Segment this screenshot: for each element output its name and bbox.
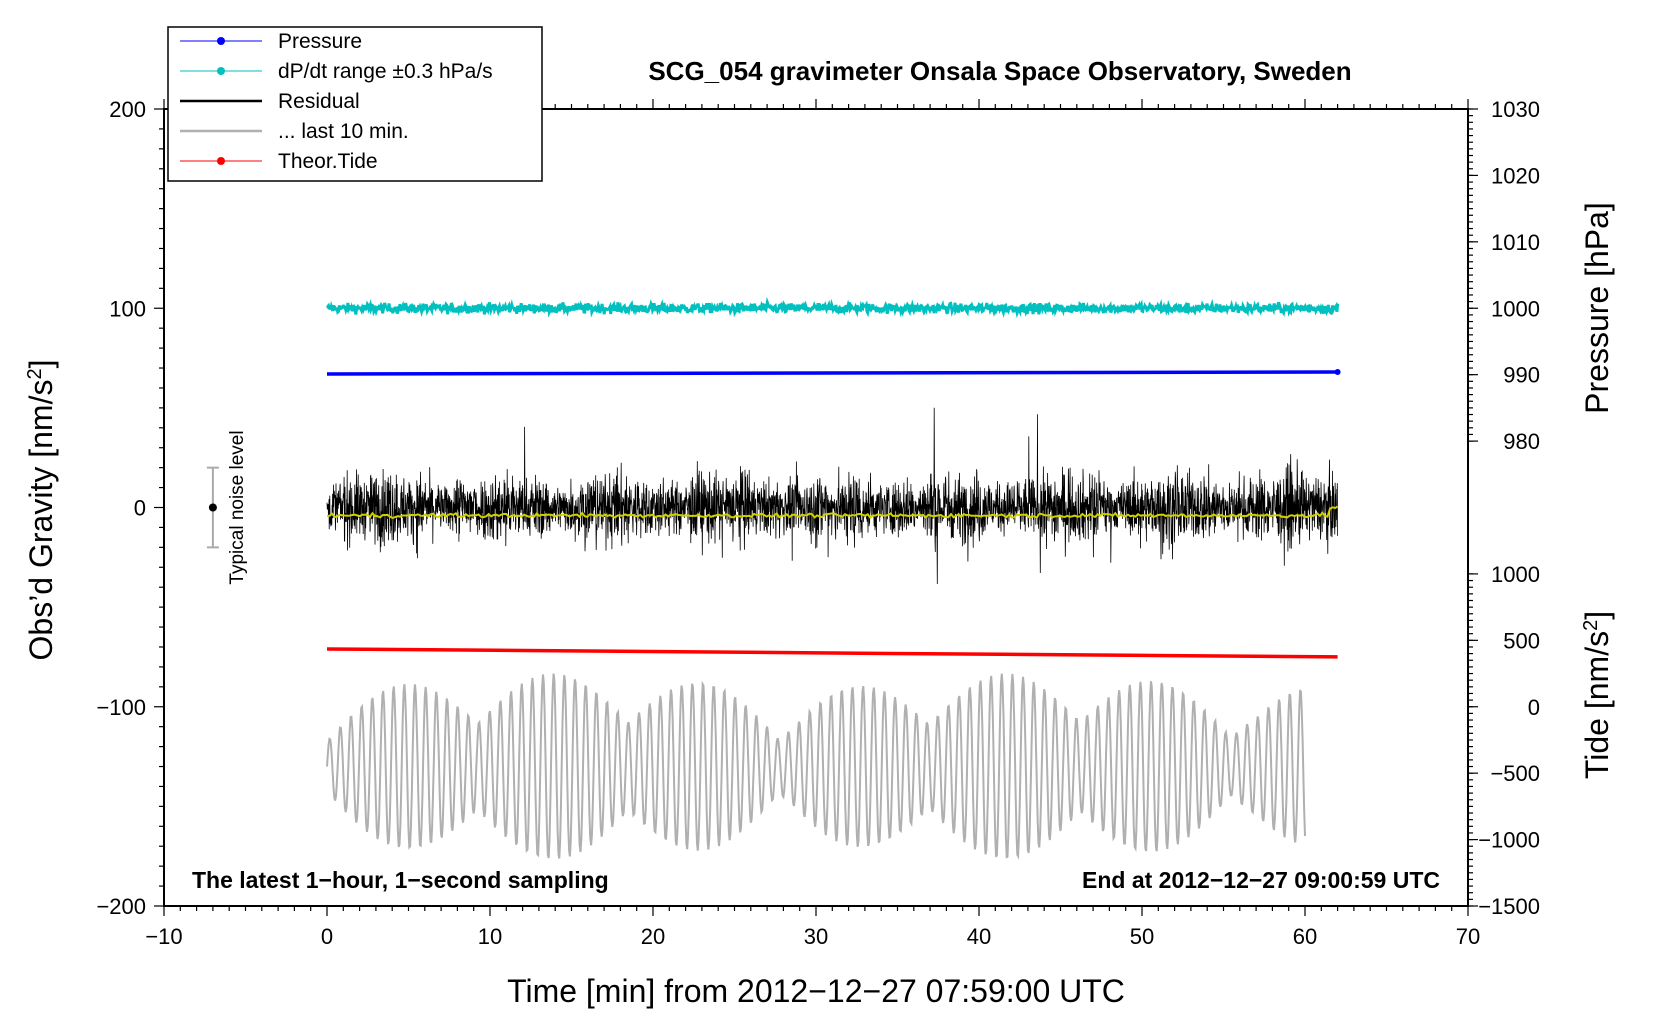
tick-layer: −10 0 10 20 30 40 50 60 702001000−100−2001030102… [96,97,1540,949]
x-tick-label: 40 [967,924,991,949]
legend: Pressure dP/dt range ±0.3 hPa/s Residual..… [167,26,543,182]
pressure-tick-label: 990 [1503,363,1540,388]
x-tick-label: 60 [1293,924,1317,949]
y-tick-label-left: −200 [96,894,146,919]
series-last-10-min [326,673,1306,860]
tide-tick-label: 1000 [1491,562,1540,587]
noise-bar-label: Typical noise level [227,430,248,584]
series-layer [325,296,1341,860]
y-tick-label-left: 0 [134,496,146,521]
legend-marker [217,37,225,45]
pressure-tick-label: 1000 [1491,296,1540,321]
annotation-end-time: End at 2012−12−27 09:00:59 UTC [1082,867,1440,893]
tide-tick-label: −500 [1490,761,1540,786]
x-tick-label: −10 [145,924,182,949]
chart-title: SCG_054 gravimeter Onsala Space Observat… [648,56,1351,86]
noise-bar: Typical noise level [206,430,248,585]
y-axis-title-tide-sup: 2 [1580,620,1602,631]
series-smoothed-residual [326,505,1339,520]
tide-tick-label: −1500 [1478,894,1540,919]
pressure-tick-label: 1010 [1491,230,1540,255]
tide-tick-label: 0 [1528,695,1540,720]
y-axis-title-pressure: Pressure [hPa] [1579,202,1615,414]
y-axis-title-left-sup: 2 [24,368,46,379]
y-axis-title-tide-end: ] [1579,611,1615,620]
x-tick-label: 0 [321,924,333,949]
series-tide [326,647,1338,659]
legend-label: Pressure [278,30,362,53]
annotation-sampling: The latest 1−hour, 1−second sampling [192,867,609,893]
x-tick-label: 20 [641,924,665,949]
legend-label: dP/dt range ±0.3 hPa/s [278,60,493,83]
legend-label: ... last 10 min. [278,120,409,143]
y-tick-label-left: −100 [96,695,146,720]
legend-items: Pressure dP/dt range ±0.3 hPa/s Residual..… [180,30,493,173]
noise-bar-dot [208,503,217,512]
x-tick-label: 10 [478,924,502,949]
pressure-tick-label: 980 [1503,429,1540,454]
y-tick-label-left: 100 [109,296,146,321]
pressure-tick-label: 1020 [1491,163,1540,188]
legend-marker [217,157,225,165]
legend-box [167,26,543,182]
series-dpdt [325,296,1340,319]
series-pressure-end [1334,369,1341,376]
x-tick-label: 70 [1456,924,1480,949]
x-tick-label: 50 [1130,924,1154,949]
tide-tick-label: 500 [1503,628,1540,653]
y-axis-title-left: Obs’d Gravity [nm/s2] [23,360,59,661]
pressure-tick-label: 1030 [1491,97,1540,122]
series-residual [326,407,1338,585]
x-tick-label: 30 [804,924,828,949]
tide-tick-label: −1000 [1478,828,1540,853]
legend-label: Theor.Tide [278,150,378,173]
y-tick-label-left: 200 [109,97,146,122]
x-axis-title: Time [min] from 2012−12−27 07:59:00 UTC [507,973,1125,1009]
series-pressure [326,370,1338,376]
legend-marker [217,67,225,75]
y-axis-title-tide-text: Tide [nm/s [1579,631,1615,779]
y-axis-title-left-end: ] [23,360,59,369]
y-axis-title-left-text: Obs’d Gravity [nm/s [23,380,59,661]
y-axis-title-tide: Tide [nm/s2] [1579,611,1615,779]
legend-label: Residual [278,90,360,113]
